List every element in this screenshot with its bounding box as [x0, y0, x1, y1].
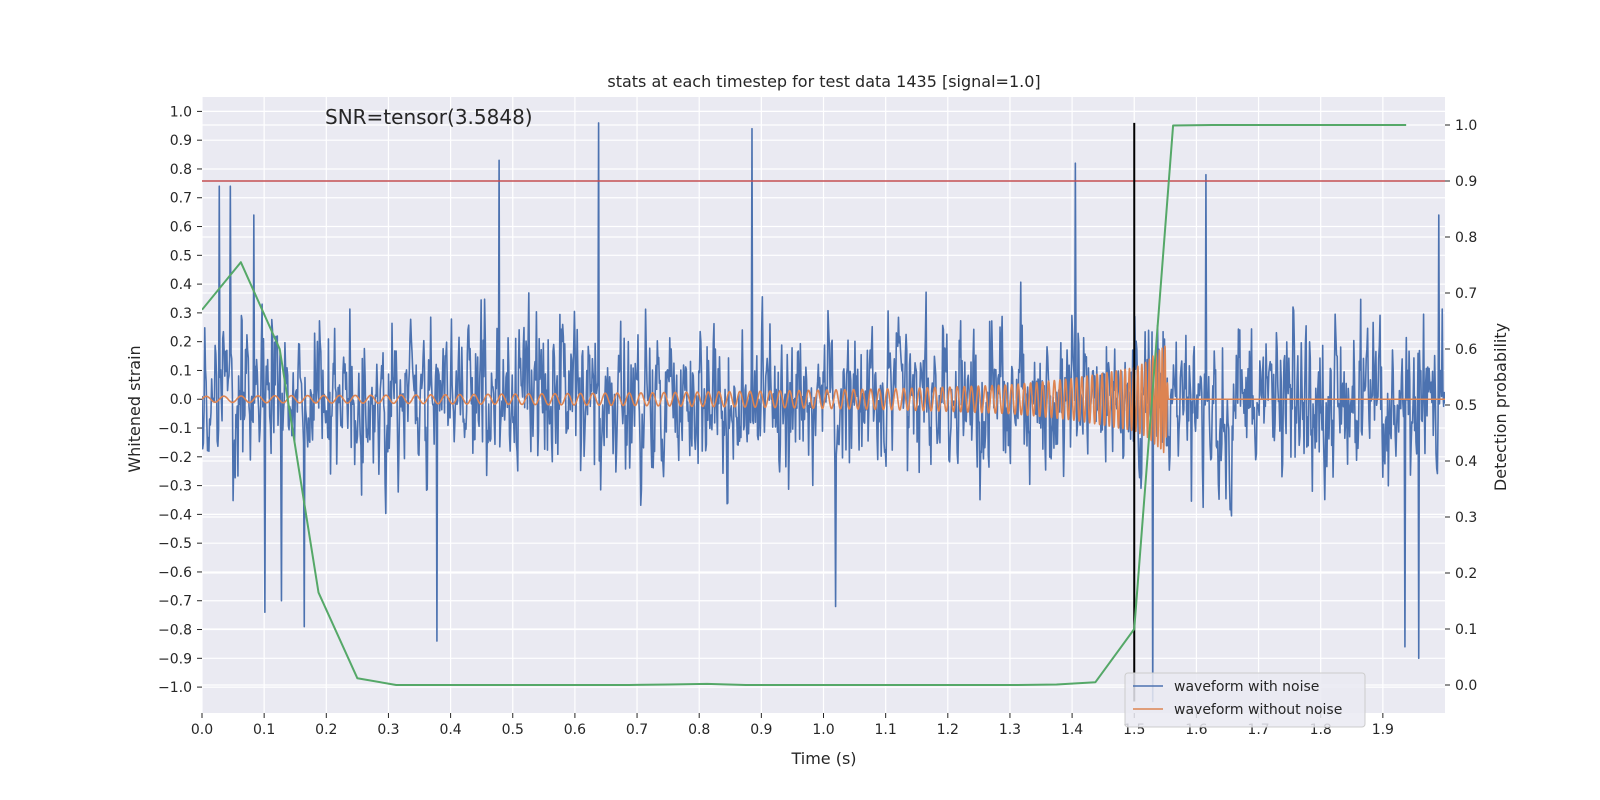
y-left-tick-label: −0.5	[158, 536, 192, 552]
y-left-tick-label: 0.0	[170, 392, 192, 408]
y-right-tick-label: 0.8	[1455, 230, 1477, 246]
y-right-tick-label: 1.0	[1455, 118, 1477, 134]
y-left-tick-label: −0.8	[158, 623, 192, 639]
y-left-tick-label: −0.4	[158, 507, 192, 523]
y-right-tick-label: 0.4	[1455, 454, 1477, 470]
y-left-tick-label: −0.6	[158, 565, 192, 581]
series-line-waveform-with-noise	[202, 122, 1445, 703]
y-right-tick-label: 0.3	[1455, 510, 1477, 526]
x-tick-label: 0.6	[564, 722, 586, 738]
y-right-axis-title: Detection probability	[1491, 323, 1510, 491]
y-left-tick-label: −1.0	[158, 680, 192, 696]
snr-annotation: SNR=tensor(3.5848)	[325, 105, 533, 129]
x-tick-label: 0.5	[502, 722, 524, 738]
y-left-tick-label: 0.6	[170, 220, 192, 236]
chart-title: stats at each timestep for test data 143…	[607, 72, 1040, 91]
x-tick-label: 0.0	[191, 722, 213, 738]
legend: waveform with noise waveform without noi…	[1124, 672, 1366, 728]
y-left-tick-label: 0.9	[170, 133, 192, 149]
y-right-tick-label: 0.2	[1455, 566, 1477, 582]
y-left-tick-label: −0.1	[158, 421, 192, 437]
x-tick-label: 1.1	[875, 722, 897, 738]
y-left-tick-label: −0.7	[158, 594, 192, 610]
x-tick-label: 1.3	[999, 722, 1021, 738]
x-tick-label: 0.8	[688, 722, 710, 738]
y-left-tick-label: −0.3	[158, 479, 192, 495]
y-left-tick-label: 0.1	[170, 363, 192, 379]
x-tick-label: 0.3	[377, 722, 399, 738]
y-right-tick-label: 0.7	[1455, 286, 1477, 302]
y-right-tick-label: 0.9	[1455, 174, 1477, 190]
x-tick-label: 0.9	[750, 722, 772, 738]
y-left-tick-label: 0.3	[170, 306, 192, 322]
y-left-tick-label: 0.4	[170, 277, 192, 293]
x-tick-label: 1.4	[1061, 722, 1083, 738]
y-right-tick-label: 0.5	[1455, 398, 1477, 414]
y-left-tick-label: −0.9	[158, 651, 192, 667]
y-right-tick-label: 0.0	[1455, 678, 1477, 694]
x-axis-title: Time (s)	[790, 749, 856, 768]
x-tick-label: 0.7	[626, 722, 648, 738]
y-right-tick-label: 0.1	[1455, 622, 1477, 638]
x-tick-label: 0.4	[439, 722, 461, 738]
x-tick-label: 1.9	[1372, 722, 1394, 738]
y-right-axis-ticks: 1.0 0.9 0.8 0.7 0.6 0.5 0.4 0.3 0.2 0.1 0.0	[1445, 118, 1477, 694]
plot-clip	[202, 122, 1445, 703]
y-left-tick-label: 0.7	[170, 191, 192, 207]
x-tick-label: 1.0	[812, 722, 834, 738]
y-left-axis-ticks: 1.0 0.9 0.8 0.7 0.6 0.5 0.4 0.3 0.2 0.1 0.0 −0.1 −0.…	[158, 104, 202, 696]
y-left-tick-label: 1.0	[170, 104, 192, 120]
legend-box	[1124, 672, 1366, 728]
series-line-waveform-without-noise	[202, 345, 1445, 454]
x-tick-label: 1.2	[937, 722, 959, 738]
y-left-tick-label: 0.2	[170, 335, 192, 351]
plot-area	[201, 97, 1445, 713]
y-left-axis-title: Whitened strain	[125, 345, 144, 472]
x-tick-label: 0.2	[315, 722, 337, 738]
y-left-tick-label: 0.8	[170, 162, 192, 178]
series-line-detection-probability	[202, 124, 1407, 686]
x-tick-label: 0.1	[253, 722, 275, 738]
y-left-tick-label: 0.5	[170, 248, 192, 264]
legend-label-waveform-with-noise: waveform with noise	[1174, 679, 1319, 695]
legend-label-waveform-without-noise: waveform without noise	[1174, 702, 1342, 718]
y-right-tick-label: 0.6	[1455, 342, 1477, 358]
y-left-tick-label: −0.2	[158, 450, 192, 466]
